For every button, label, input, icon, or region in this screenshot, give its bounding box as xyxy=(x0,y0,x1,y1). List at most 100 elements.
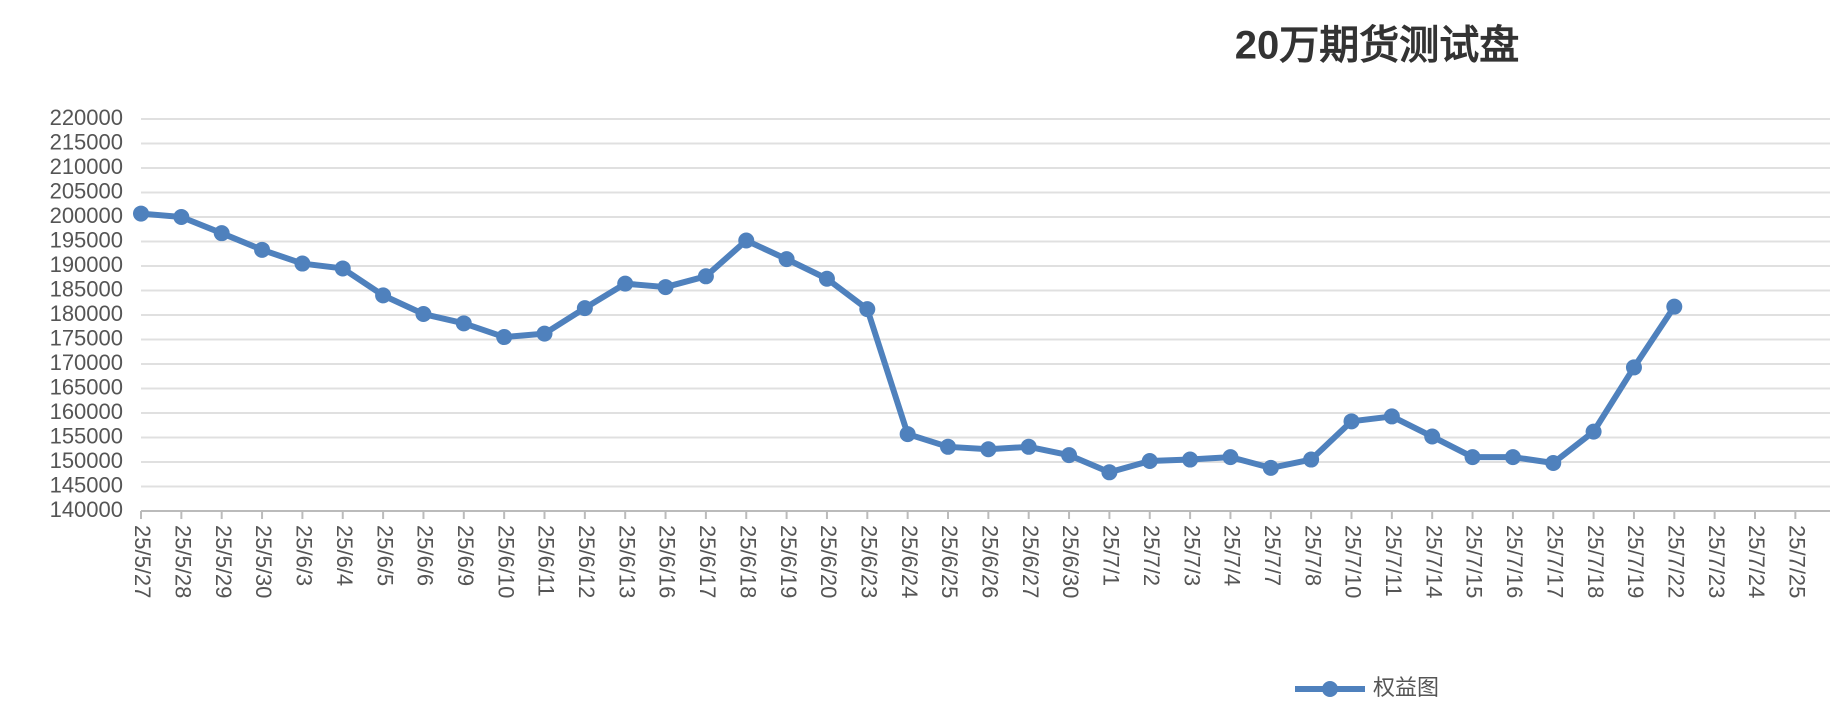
x-tick-label: 25/5/27 xyxy=(130,525,155,598)
x-tick-label: 25/6/13 xyxy=(614,525,639,598)
x-tick-label: 25/7/25 xyxy=(1785,525,1810,598)
data-point xyxy=(899,426,916,443)
data-point xyxy=(778,251,795,268)
x-tick-label: 25/6/25 xyxy=(937,525,962,598)
x-tick-label: 25/6/26 xyxy=(978,525,1003,598)
x-tick-label: 25/6/4 xyxy=(332,525,357,586)
y-tick-label: 210000 xyxy=(50,154,123,179)
y-tick-label: 220000 xyxy=(50,105,123,130)
x-tick-label: 25/6/11 xyxy=(534,525,559,597)
y-tick-label: 215000 xyxy=(50,129,123,154)
x-tick-label: 25/7/19 xyxy=(1623,525,1648,598)
y-tick-label: 170000 xyxy=(50,350,123,375)
data-point xyxy=(334,260,351,277)
x-tick-label: 25/6/18 xyxy=(735,525,760,598)
x-tick-label: 25/7/15 xyxy=(1462,525,1487,598)
x-tick-label: 25/5/29 xyxy=(211,525,236,598)
y-tick-label: 140000 xyxy=(50,497,123,522)
x-tick-label: 25/6/17 xyxy=(695,525,720,598)
x-tick-label: 25/6/24 xyxy=(897,525,922,598)
x-tick-label: 25/6/30 xyxy=(1058,525,1083,598)
x-tick-label: 25/6/5 xyxy=(372,525,397,586)
y-tick-label: 190000 xyxy=(50,252,123,277)
data-point xyxy=(617,275,634,292)
x-tick-label: 25/7/2 xyxy=(1139,525,1164,586)
data-point xyxy=(133,205,149,222)
data-point xyxy=(375,287,392,304)
legend-marker xyxy=(1322,681,1338,697)
y-tick-label: 205000 xyxy=(50,178,123,203)
y-tick-label: 165000 xyxy=(50,374,123,399)
x-tick-label: 25/7/4 xyxy=(1220,525,1245,586)
data-point xyxy=(1303,451,1320,468)
y-tick-label: 155000 xyxy=(50,423,123,448)
x-tick-label: 25/6/3 xyxy=(292,525,317,586)
data-point xyxy=(1182,451,1199,468)
data-point xyxy=(496,329,513,346)
x-tick-label: 25/6/27 xyxy=(1018,525,1043,598)
data-point xyxy=(455,315,472,332)
x-tick-label: 25/7/28 xyxy=(1825,525,1830,598)
x-tick-label: 25/7/16 xyxy=(1502,525,1527,598)
x-tick-label: 25/5/28 xyxy=(171,525,196,598)
y-tick-label: 175000 xyxy=(50,325,123,350)
chart-title: 20万期货测试盘 xyxy=(1235,23,1520,68)
data-point xyxy=(536,325,553,342)
x-tick-label: 25/7/7 xyxy=(1260,525,1285,586)
y-tick-label: 145000 xyxy=(50,472,123,497)
x-tick-label: 25/6/23 xyxy=(856,525,881,598)
data-point xyxy=(576,300,593,317)
data-point xyxy=(1625,359,1642,376)
data-point xyxy=(1585,423,1602,440)
x-tick-label: 25/7/22 xyxy=(1663,525,1688,598)
x-tick-label: 25/6/16 xyxy=(655,525,680,598)
x-tick-label: 25/7/23 xyxy=(1704,525,1729,598)
x-tick-label: 25/7/18 xyxy=(1583,525,1608,598)
data-point xyxy=(980,441,997,458)
data-point xyxy=(1424,428,1441,445)
data-point xyxy=(1101,464,1118,481)
x-tick-label: 25/7/1 xyxy=(1099,525,1124,586)
y-tick-label: 195000 xyxy=(50,227,123,252)
data-point xyxy=(415,306,432,323)
data-point xyxy=(254,241,271,258)
x-tick-label: 25/6/20 xyxy=(816,525,841,598)
x-tick-label: 25/6/12 xyxy=(574,525,599,598)
data-point xyxy=(940,438,956,455)
x-tick-label: 25/7/14 xyxy=(1421,525,1446,598)
y-tick-label: 160000 xyxy=(50,399,123,424)
data-point xyxy=(173,209,190,225)
legend-label: 权益图 xyxy=(1373,675,1439,700)
data-point xyxy=(738,232,755,249)
data-point xyxy=(1383,408,1400,425)
data-point xyxy=(657,279,674,296)
y-tick-label: 185000 xyxy=(50,276,123,301)
data-point xyxy=(818,270,835,287)
data-point xyxy=(859,301,876,318)
x-tick-label: 25/6/6 xyxy=(413,525,438,586)
x-tick-label: 25/6/10 xyxy=(493,525,518,598)
x-tick-label: 25/7/8 xyxy=(1300,525,1325,586)
y-tick-label: 150000 xyxy=(50,448,123,473)
data-point xyxy=(1020,438,1037,455)
data-point xyxy=(1666,298,1683,315)
data-point xyxy=(1343,413,1360,430)
data-point xyxy=(1222,449,1239,466)
data-point xyxy=(1545,454,1562,471)
x-tick-label: 25/6/19 xyxy=(776,525,801,598)
x-tick-label: 25/7/24 xyxy=(1744,525,1769,598)
data-point xyxy=(697,268,714,285)
data-point xyxy=(1464,449,1481,466)
data-point xyxy=(1262,459,1279,476)
x-tick-label: 25/7/11 xyxy=(1381,525,1406,597)
data-point xyxy=(1061,447,1078,464)
data-point xyxy=(1141,453,1158,470)
x-tick-label: 25/5/30 xyxy=(251,525,276,598)
data-point xyxy=(294,255,311,272)
data-point xyxy=(213,225,230,242)
x-tick-label: 25/7/10 xyxy=(1341,525,1366,598)
y-tick-label: 200000 xyxy=(50,203,123,228)
y-tick-label: 180000 xyxy=(50,301,123,326)
x-tick-label: 25/6/9 xyxy=(453,525,478,586)
